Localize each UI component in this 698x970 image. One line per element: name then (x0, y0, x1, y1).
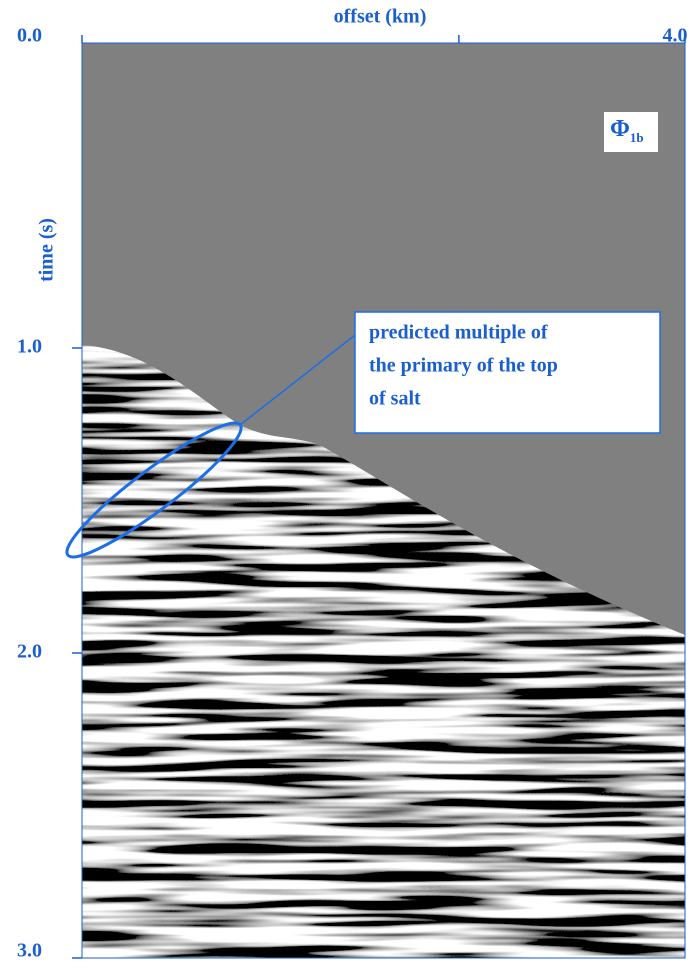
y-tick-label: 2.0 (17, 641, 42, 663)
annotation-line: of salt (369, 388, 421, 410)
panel-subscript: 1b (630, 130, 644, 145)
y-axis-label: time (s) (36, 218, 58, 282)
y-tick-label: 1.0 (17, 336, 42, 358)
x-tick-label: 0.0 (17, 25, 42, 47)
x-tick-label: 4.0 (663, 25, 688, 47)
chart: offset (km) time (s) Φ1b predicted multi… (0, 0, 698, 965)
annotation-line: predicted multiple of (369, 322, 548, 344)
panel-symbol: Φ (610, 116, 630, 142)
y-tick-label: 3.0 (17, 940, 42, 962)
x-axis-label: offset (km) (334, 6, 427, 28)
annotation-line: the primary of the top (369, 355, 558, 377)
